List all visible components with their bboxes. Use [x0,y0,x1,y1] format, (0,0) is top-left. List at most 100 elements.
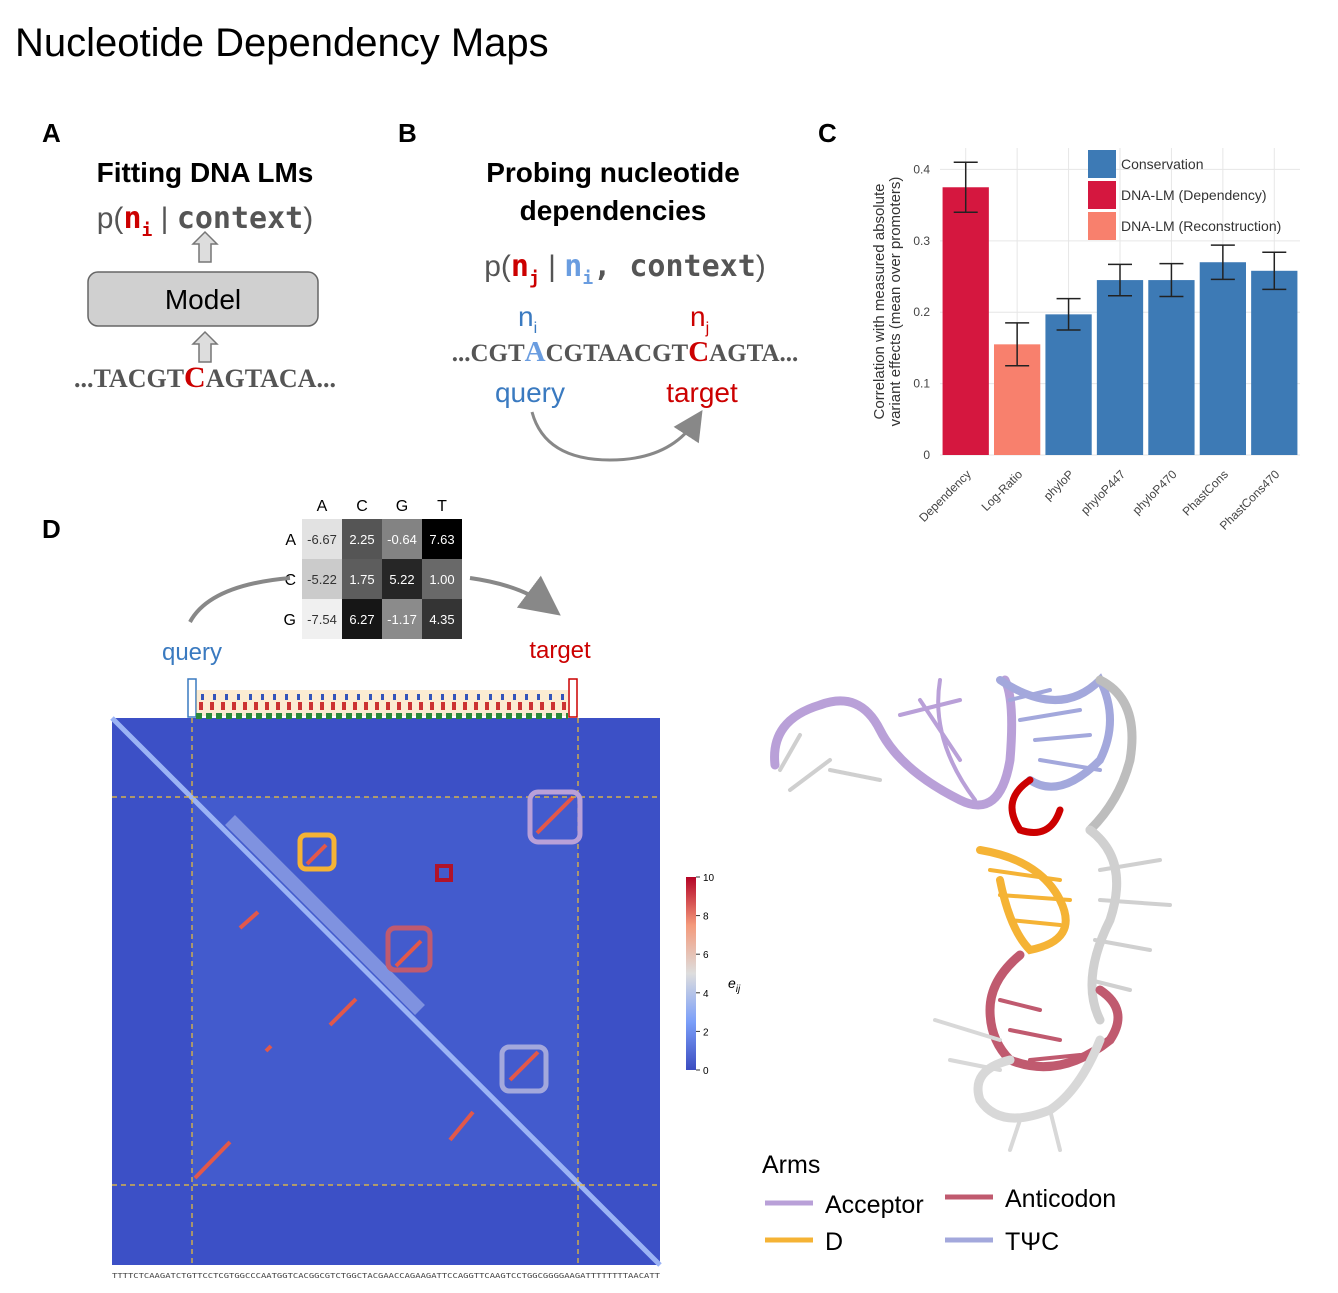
formula-part: p( [97,202,124,235]
matrix-cell [302,559,342,599]
cbar-part: e [728,975,736,991]
curved-arrow [188,576,291,624]
cell-value: -0.64 [387,532,417,547]
matrix-cell [422,599,462,639]
cell-value: -6.67 [307,532,337,547]
matrix-cell [302,519,342,559]
tertiary-box [435,864,453,882]
seq-part: C [184,361,206,394]
target-label: target [666,377,738,408]
symbol-part: n [518,301,534,332]
colorbar-ticks: 0 2 4 6 8 10 [696,873,715,1077]
query-symbol: ni [518,301,537,337]
formula-part: n [564,249,582,284]
cbar-part: ij [736,984,741,995]
cell-value: -1.17 [387,612,417,627]
seq-part: ...TACGT [74,364,184,393]
y-tick-label: 0.1 [913,377,930,391]
target-label: target [529,637,591,664]
model-label: Model [165,284,241,315]
query-label: query [162,639,222,666]
matrix-cell [422,559,462,599]
matrix-cell [342,519,382,559]
seq-part: CGTAACGT [546,340,689,367]
query-marker [187,678,197,718]
d-arm-box [297,832,337,872]
curved-arrow [530,409,703,462]
target-marker [568,678,578,718]
diagonal-halo [225,815,425,1015]
acceptor-box [527,789,583,845]
column-header: G [396,498,408,515]
x-tick-label: PhastCons [1180,467,1231,518]
legend-swatch [1088,212,1116,240]
x-tick-label: Log-Ratio [979,467,1026,514]
matrix-cell [382,559,422,599]
colorbar-label: eij [728,975,741,995]
seq-part: ...CGT [452,340,525,367]
formula: p(nj | ni, context) [484,249,766,289]
bar [1199,262,1246,455]
x-tick-label: phyloP447 [1078,467,1128,517]
cell-value: 2.25 [349,532,374,547]
formula-part: n [511,249,529,284]
legend-label: Acceptor [825,1191,924,1219]
bar [1148,280,1195,455]
bar [942,187,989,455]
row-header: G [284,612,296,629]
legend-label: TΨC [1005,1228,1059,1256]
legend-swatch [1088,181,1116,209]
dependency-map [110,678,662,1267]
matrix-cell [342,559,382,599]
y-tick-label: 0.3 [913,234,930,248]
panel-heading: Fitting DNA LMs [97,157,314,188]
bar [1251,270,1298,455]
x-tick-label: phyloP470 [1130,467,1180,517]
formula-part: ) [756,250,766,283]
colorbar-tick-label: 4 [703,989,709,1000]
sequence: ...TACGTCAGTACA... [74,361,336,394]
sequence-axis: TTTTCTCAAGATCTGTTCCTCGTGGCCCAATGGTCACGGC… [112,1272,661,1280]
cell-value: 4.35 [429,612,454,627]
substitution-matrix: A C G T A -6.67 2.25 -0.64 7.63 C -5.22 1.75 5.22 1.0… [284,498,462,639]
arrow [191,230,219,263]
sequence-logo [196,690,569,719]
formula-part: , context [593,249,756,284]
panel-label: C [818,118,837,148]
y-axis-label: variant effects (mean over promoters) [887,177,904,427]
legend-swatch [1088,150,1116,178]
formula-part: | [152,202,176,235]
column-header: A [317,498,328,515]
page-title: Nucleotide Dependency Maps [15,21,549,65]
colorbar-tick-label: 8 [703,912,709,923]
cell-value: 1.75 [349,572,374,587]
legend-label: D [825,1228,843,1256]
x-tick-label: phyloP [1041,467,1077,503]
matrix-cell [342,599,382,639]
cell-value: 1.00 [429,572,454,587]
bar-chart: Dependency Log-Ratio phyloP phyloP447 phyloP… [871,148,1300,533]
model-box [87,271,319,327]
y-tick-label: 0.4 [913,162,930,176]
symbol-part: i [534,320,538,337]
legend-label: Anticodon [1005,1185,1116,1213]
formula-part: ) [303,202,313,235]
y-axis-label: Correlation with measured absolute [871,184,888,420]
symbol-part: j [705,320,710,337]
trna-structure [770,673,1172,1152]
cell-value: -5.22 [307,572,337,587]
panel-label: D [42,514,61,544]
legend-label: Conservation [1121,156,1204,172]
formula-part: | [540,250,564,283]
formula-part: j [529,268,540,289]
cell-value: 7.63 [429,532,454,547]
symbol-part: n [690,301,706,332]
formula-part: n [123,201,141,236]
panel-label: B [398,118,417,148]
matrix-cell [382,599,422,639]
seq-part: AGTA... [709,340,798,367]
seq-part: A [525,336,546,368]
anticodon-box [385,925,433,973]
